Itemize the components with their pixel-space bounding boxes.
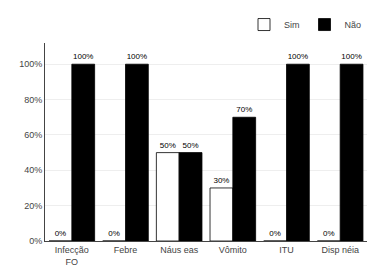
svg-text:100%: 100% <box>73 52 93 61</box>
svg-text:Disp néia: Disp néia <box>321 245 359 255</box>
svg-text:0%: 0% <box>55 229 67 238</box>
svg-text:Vômito: Vômito <box>219 245 247 255</box>
svg-text:0%: 0% <box>108 229 120 238</box>
svg-text:70%: 70% <box>236 105 252 114</box>
svg-text:50%: 50% <box>183 141 199 150</box>
svg-text:100%: 100% <box>127 52 147 61</box>
svg-text:0%: 0% <box>269 229 281 238</box>
svg-text:20%: 20% <box>24 201 42 211</box>
svg-text:0%: 0% <box>323 229 335 238</box>
svg-text:Náus eas: Náus eas <box>160 245 199 255</box>
svg-text:30%: 30% <box>213 176 229 185</box>
svg-text:Febre: Febre <box>114 245 138 255</box>
svg-text:Não: Não <box>345 20 362 30</box>
svg-text:Sim: Sim <box>284 20 300 30</box>
svg-text:100%: 100% <box>288 52 308 61</box>
svg-text:50%: 50% <box>160 141 176 150</box>
svg-text:InfecçãoFO: InfecçãoFO <box>55 245 89 267</box>
svg-text:60%: 60% <box>24 130 42 140</box>
svg-text:100%: 100% <box>341 52 361 61</box>
svg-text:0%: 0% <box>29 236 42 246</box>
svg-text:80%: 80% <box>24 95 42 105</box>
svg-text:40%: 40% <box>24 165 42 175</box>
svg-text:100%: 100% <box>19 59 42 69</box>
svg-text:ITU: ITU <box>279 245 294 255</box>
